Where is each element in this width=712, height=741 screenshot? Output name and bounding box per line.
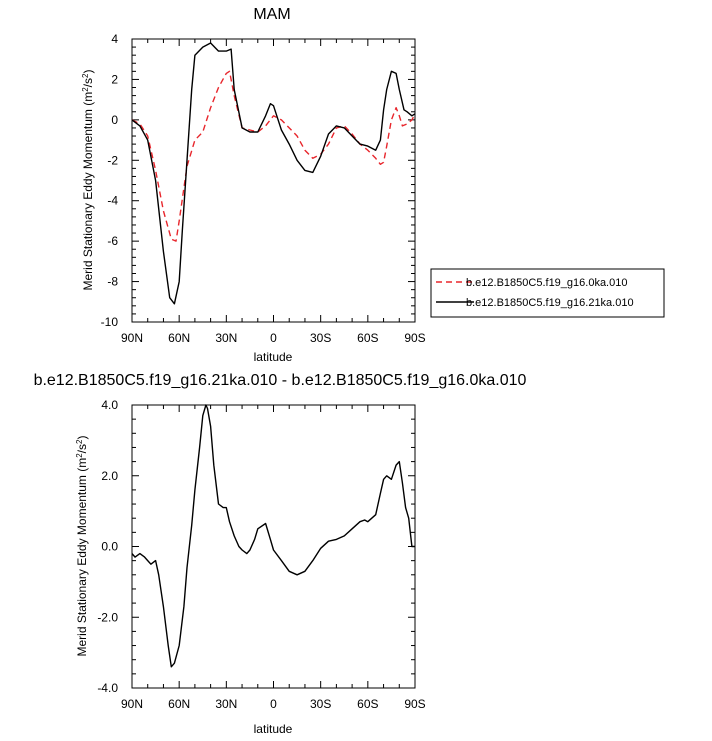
bottom-x-tick-label: 90S	[404, 697, 425, 711]
top-chart-title: MAM	[253, 6, 290, 23]
legend: b.e12.B1850C5.f19_g16.0ka.010 b.e12.B185…	[430, 268, 665, 318]
top-x-axis-label: latitude	[254, 350, 293, 364]
bottom-y-tick-label: 4.0	[101, 398, 118, 412]
top-x-tick-label: 90S	[404, 331, 425, 345]
bottom-y-tick-label: -2.0	[97, 610, 118, 624]
bottom-plot-frame	[131, 404, 416, 689]
bottom-x-tick-label: 0	[270, 697, 277, 711]
top-axes: 90N 60N 30N 0 30S 60S 90S -10 -8 -6 -4 -2 0 2 4	[101, 32, 426, 345]
top-x-tick-label: 0	[270, 331, 277, 345]
legend-label-21ka: b.e12.B1850C5.f19_g16.21ka.010	[466, 297, 634, 309]
bottom-y-axis-label: Merid Stationary Eddy Momentum (m2/s2)	[75, 436, 90, 657]
top-x-tick-label: 90N	[121, 331, 143, 345]
top-series-line-0ka	[131, 70, 416, 242]
top-x-tick-label: 30N	[215, 331, 237, 345]
top-series-line-21ka	[131, 42, 416, 305]
legend-label-0ka: b.e12.B1850C5.f19_g16.0ka.010	[466, 277, 627, 289]
top-plot-frame	[131, 38, 416, 323]
bottom-axes: 90N 60N 30N 0 30S 60S 90S -4.0 -2.0 0.0 2.0 4.0	[97, 398, 425, 711]
bottom-x-tick-label: 30N	[215, 697, 237, 711]
top-y-axis-label-sup1: 2	[81, 87, 90, 92]
top-y-axis-label-end: )	[81, 70, 95, 74]
top-y-axis-label-mid: /s	[81, 78, 95, 87]
top-x-tick-label: 60N	[168, 331, 190, 345]
bottom-y-axis-label-mid: /s	[75, 444, 89, 453]
top-panel: MAM 90N 60N 30N 0 30S 60S 90S -10 -8 -6 -4 -2 0 2 4 la…	[81, 6, 665, 364]
top-y-tick-label: -4	[107, 194, 118, 208]
bottom-y-tick-label: 2.0	[101, 469, 118, 483]
bottom-y-axis-label-main: Merid Stationary Eddy Momentum (m	[75, 458, 89, 657]
top-y-axis-label-sup2: 2	[81, 73, 90, 78]
top-y-tick-label: 2	[111, 72, 118, 86]
legend-box	[430, 268, 665, 318]
bottom-x-tick-label: 30S	[310, 697, 331, 711]
bottom-x-tick-label: 90N	[121, 697, 143, 711]
top-y-tick-label: -10	[101, 315, 119, 329]
top-y-axis-label-main: Merid Stationary Eddy Momentum (m	[81, 92, 95, 291]
bottom-y-axis-label-end: )	[75, 436, 89, 440]
top-series	[131, 42, 416, 305]
top-y-tick-label: -8	[107, 275, 118, 289]
bottom-series-line-difference	[131, 404, 415, 668]
top-y-tick-label: -2	[107, 153, 118, 167]
bottom-x-tick-label: 60N	[168, 697, 190, 711]
top-y-tick-label: 0	[111, 113, 118, 127]
bottom-chart-title: b.e12.B1850C5.f19_g16.21ka.010 - b.e12.B…	[34, 372, 527, 389]
bottom-series	[131, 404, 415, 668]
bottom-x-tick-label: 60S	[357, 697, 378, 711]
bottom-y-tick-label: -4.0	[97, 681, 118, 695]
bottom-x-axis-label: latitude	[254, 722, 293, 736]
bottom-y-axis-label-sup1: 2	[75, 453, 84, 458]
bottom-panel: b.e12.B1850C5.f19_g16.21ka.010 - b.e12.B…	[34, 372, 527, 736]
top-y-axis-label: Merid Stationary Eddy Momentum (m2/s2)	[81, 70, 96, 291]
bottom-y-axis-label-sup2: 2	[75, 439, 84, 444]
top-y-tick-label: -6	[107, 234, 118, 248]
top-x-tick-label: 30S	[310, 331, 331, 345]
bottom-y-tick-label: 0.0	[101, 540, 118, 554]
top-x-tick-label: 60S	[357, 331, 378, 345]
top-y-tick-label: 4	[111, 32, 118, 46]
